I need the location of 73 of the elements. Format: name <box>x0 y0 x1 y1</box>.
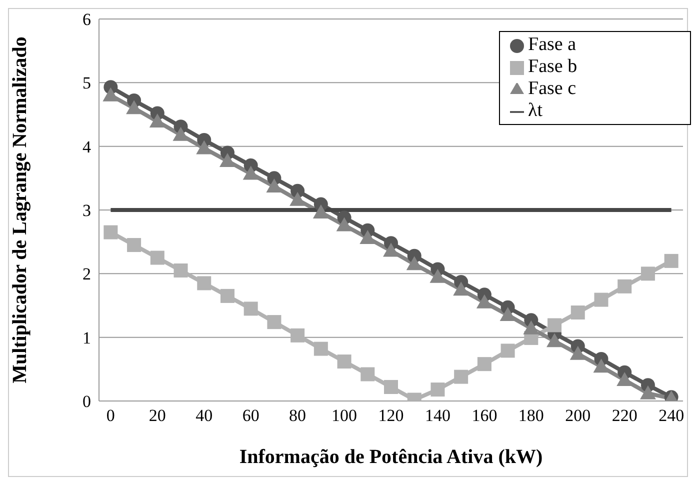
point <box>618 279 632 294</box>
point <box>267 315 282 330</box>
x-axis-title: Informação de Potência Ativa (kW) <box>239 446 543 468</box>
point <box>220 288 234 303</box>
point <box>126 100 142 114</box>
x-tick-label: 120 <box>378 406 404 426</box>
point <box>593 358 610 373</box>
point <box>127 238 142 252</box>
x-tick-label: 40 <box>196 406 213 426</box>
point <box>383 242 399 257</box>
y-tick-label: 0 <box>82 392 91 412</box>
x-tick-label: 80 <box>289 406 306 426</box>
y-tick-label: 2 <box>82 264 91 284</box>
x-tick-label: 160 <box>472 406 498 426</box>
point <box>477 357 492 372</box>
y-tick-label: 5 <box>82 74 91 93</box>
point <box>104 225 118 240</box>
point <box>290 328 305 342</box>
point <box>290 192 306 206</box>
point <box>242 166 259 180</box>
point <box>430 268 446 283</box>
point <box>172 126 189 141</box>
point <box>616 372 633 386</box>
legend-label: λt <box>528 100 542 121</box>
point <box>150 250 164 265</box>
legend-label: Fase b <box>528 56 578 77</box>
point <box>546 333 563 348</box>
point <box>360 367 375 382</box>
y-axis-title: Multiplicador de Lagrange Normalizado <box>9 36 32 384</box>
point <box>314 342 328 356</box>
y-tick-label: 4 <box>82 137 92 156</box>
point <box>174 263 188 278</box>
point <box>523 320 540 334</box>
point <box>570 346 586 360</box>
point <box>454 370 468 384</box>
point <box>102 87 119 102</box>
legend-label: Fase c <box>528 78 576 99</box>
point <box>219 152 236 167</box>
x-tick-label: 20 <box>148 406 166 426</box>
point <box>360 230 376 244</box>
point <box>149 114 166 128</box>
point <box>570 306 585 320</box>
x-tick-label: 60 <box>242 406 260 426</box>
legend-label: Fase a <box>528 34 576 55</box>
x-tick-label: 240 <box>658 406 684 426</box>
x-tick-label: 100 <box>332 406 358 426</box>
x-tick-label: 220 <box>612 406 638 426</box>
point <box>640 385 656 400</box>
y-tick-label: 1 <box>82 328 91 348</box>
point <box>336 217 352 232</box>
point <box>548 318 562 332</box>
point <box>244 302 258 316</box>
point <box>453 282 470 296</box>
point <box>337 354 352 369</box>
x-tick-label: 140 <box>424 406 450 426</box>
point <box>312 204 329 219</box>
x-tick-label: 180 <box>518 406 544 426</box>
point <box>266 178 282 192</box>
x-tick-label: 200 <box>565 406 591 426</box>
point <box>594 292 608 307</box>
point <box>197 276 212 290</box>
point <box>640 266 655 281</box>
y-tick-label: 3 <box>82 201 91 220</box>
point <box>500 344 515 358</box>
y-tick-label: 6 <box>82 10 91 30</box>
x-tick-label: 0 <box>106 406 115 426</box>
point <box>664 254 678 268</box>
point <box>196 140 212 154</box>
point <box>406 256 422 270</box>
point <box>500 307 516 322</box>
point <box>384 380 398 394</box>
point <box>430 382 445 397</box>
point <box>476 294 492 308</box>
